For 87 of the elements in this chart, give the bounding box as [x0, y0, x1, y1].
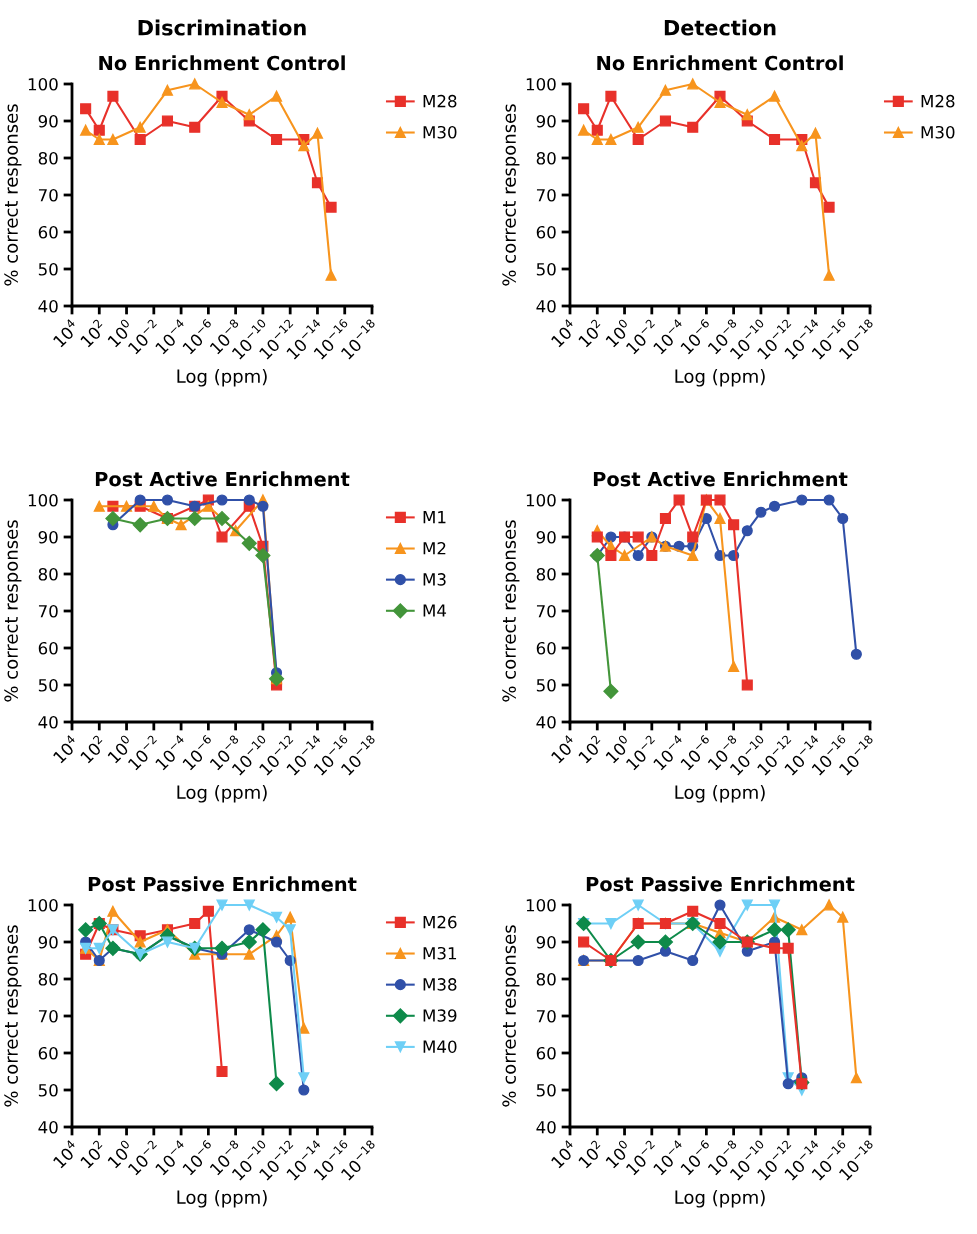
x-tick-label: 10$^{4}$ [50, 318, 81, 348]
x-axis-title: Log (ppm) [675, 785, 765, 803]
y-tick-label: 50 [536, 1083, 556, 1097]
y-tick-label: 90 [536, 935, 556, 949]
y-tick-label: 100 [28, 898, 58, 912]
legend-label: M2 [423, 541, 446, 555]
chart-title: Detection [664, 19, 776, 36]
legend-label: M1 [423, 511, 446, 524]
y-axis-title: % correct responses [4, 520, 22, 702]
y-tick-label: 80 [536, 567, 556, 581]
y-tick-label: 90 [38, 114, 58, 128]
y-tick-label: 70 [536, 188, 556, 202]
y-tick-label: 70 [38, 604, 58, 618]
y-axis-title: % correct responses [502, 104, 520, 286]
y-axis-title: % correct responses [4, 925, 22, 1107]
y-tick-label: 50 [536, 678, 556, 692]
y-tick-label: 70 [536, 1009, 556, 1023]
y-tick-label: 40 [536, 299, 556, 313]
legend-label: M39 [423, 1009, 457, 1022]
chart-title: Post Passive Enrichment [88, 876, 357, 892]
x-tick-label: 10$^{4}$ [548, 318, 579, 348]
x-tick-label: 10$^{4}$ [50, 734, 81, 764]
y-tick-label: 80 [38, 567, 58, 581]
legend-label: M28 [423, 94, 457, 108]
legend-label: M26 [423, 915, 457, 929]
y-tick-label: 70 [536, 604, 556, 618]
chart-title: Discrimination [138, 19, 306, 36]
legend-label: M38 [423, 978, 457, 991]
y-tick-label: 60 [536, 1046, 556, 1060]
x-axis-title: Log (ppm) [177, 1190, 267, 1208]
y-tick-label: 40 [38, 1120, 58, 1134]
y-tick-label: 60 [38, 1046, 58, 1060]
y-tick-label: 40 [536, 715, 556, 729]
y-tick-label: 100 [526, 77, 556, 91]
y-tick-label: 100 [526, 898, 556, 912]
legend-label: M28 [921, 94, 955, 108]
x-axis-title: Log (ppm) [675, 1190, 765, 1208]
y-tick-label: 80 [38, 151, 58, 165]
y-tick-label: 90 [536, 530, 556, 544]
legend-label: M4 [423, 604, 447, 617]
legend-label: M30 [921, 125, 955, 139]
y-tick-label: 90 [536, 114, 556, 128]
legend-label: M31 [423, 946, 457, 960]
chart-title: Post Active Enrichment [95, 471, 350, 487]
legend-label: M40 [423, 1040, 457, 1053]
x-tick-label: 10$^{4}$ [548, 1139, 579, 1169]
chart-title: Post Active Enrichment [593, 471, 848, 487]
y-tick-label: 50 [38, 678, 58, 692]
y-tick-label: 80 [38, 972, 58, 986]
x-tick-label: 10$^{4}$ [50, 1139, 81, 1169]
legend-label: M3 [423, 573, 446, 586]
y-tick-label: 90 [38, 530, 58, 544]
y-tick-label: 80 [536, 151, 556, 165]
legend-label: M30 [423, 125, 457, 139]
x-axis-title: Log (ppm) [177, 369, 267, 387]
y-tick-label: 40 [536, 1120, 556, 1134]
y-tick-label: 60 [536, 641, 556, 655]
y-axis-title: % correct responses [502, 520, 520, 702]
x-axis-title: Log (ppm) [177, 785, 267, 803]
y-tick-label: 60 [536, 225, 556, 239]
y-tick-label: 100 [28, 77, 58, 91]
chart-subtitle: No Enrichment Control [597, 55, 843, 71]
y-tick-label: 40 [38, 299, 58, 313]
chart-title: Post Passive Enrichment [586, 876, 855, 892]
y-tick-label: 60 [38, 641, 58, 655]
x-tick-label: 10$^{2}$ [78, 318, 108, 348]
y-tick-label: 40 [38, 715, 58, 729]
y-tick-label: 100 [526, 493, 556, 507]
x-axis-title: Log (ppm) [675, 369, 765, 387]
x-tick-label: 10$^{2}$ [576, 734, 606, 764]
x-tick-label: 10$^{2}$ [576, 318, 606, 348]
y-tick-label: 70 [38, 1009, 58, 1023]
x-tick-label: 10$^{2}$ [78, 734, 108, 764]
y-axis-title: % correct responses [4, 104, 22, 286]
x-tick-label: 10$^{4}$ [548, 734, 579, 764]
y-tick-label: 90 [38, 935, 58, 949]
y-tick-label: 50 [38, 262, 58, 276]
y-tick-label: 100 [28, 493, 58, 507]
y-tick-label: 50 [38, 1083, 58, 1097]
chart-subtitle: No Enrichment Control [99, 55, 345, 71]
x-tick-label: 10$^{2}$ [78, 1139, 108, 1169]
x-tick-label: 10$^{2}$ [576, 1139, 606, 1169]
y-axis-title: % correct responses [502, 925, 520, 1107]
y-tick-label: 80 [536, 972, 556, 986]
y-tick-label: 70 [38, 188, 58, 202]
y-tick-label: 60 [38, 225, 58, 239]
y-tick-label: 50 [536, 262, 556, 276]
